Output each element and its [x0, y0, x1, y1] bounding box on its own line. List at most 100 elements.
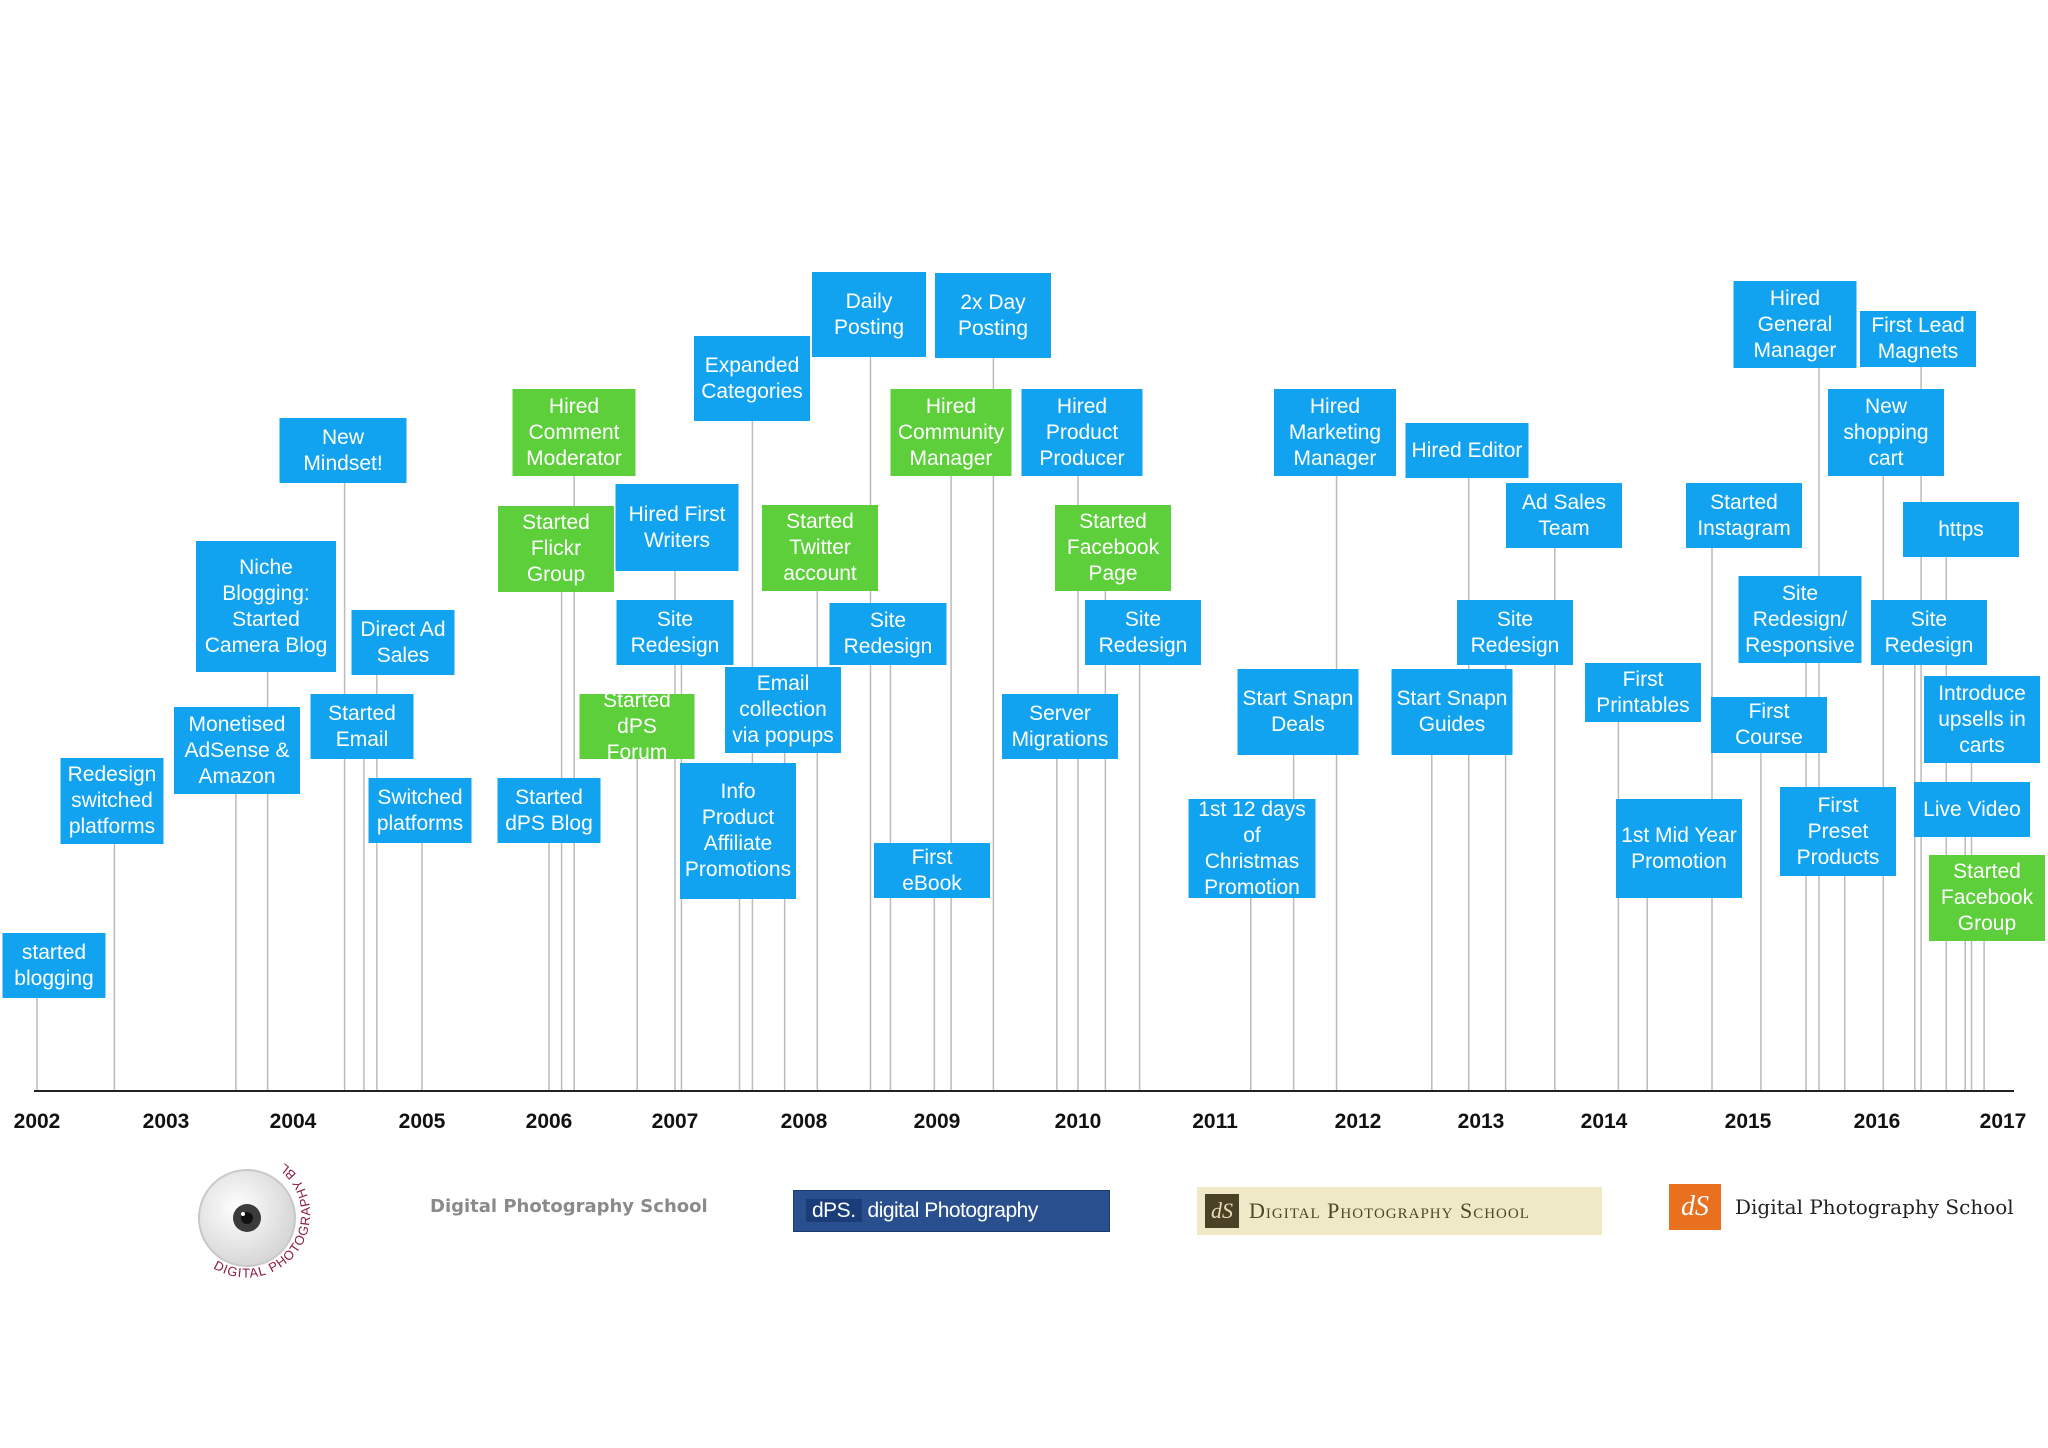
event-box: Redesign switched platforms	[60, 758, 164, 844]
event-label: Expanded Categories	[701, 353, 803, 403]
event-label: Site Redesign	[1884, 607, 1974, 657]
digital-photography-blog-logo: DIGITAL PHOTOGRAPHY BLOG	[189, 1136, 325, 1296]
event-box: Site Redesign	[1871, 600, 1987, 665]
event-box: Started Twitter account	[762, 505, 878, 591]
event-label: Switched platforms	[376, 785, 464, 835]
ds-mark-icon: dS	[1205, 1194, 1239, 1228]
event-label: Started dPS Forum	[603, 688, 671, 764]
event-box: New Mindset!	[279, 418, 407, 483]
event-label: Server Migrations	[1011, 701, 1109, 751]
event-label: Hired Product Producer	[1039, 394, 1125, 470]
event-box: Start Snapn Deals	[1237, 669, 1359, 755]
year-label-2005: 2005	[398, 1110, 446, 1133]
event-box: https	[1903, 502, 2019, 557]
event-box: Monetised AdSense & Amazon	[174, 707, 300, 794]
event-box: Hired Product Producer	[1021, 389, 1143, 476]
event-box: Started Email	[310, 694, 414, 759]
event-box: Expanded Categories	[694, 336, 810, 421]
event-box: Ad Sales Team	[1506, 483, 1622, 548]
event-box: 2x Day Posting	[935, 273, 1051, 358]
year-label-2003: 2003	[142, 1110, 190, 1133]
event-box: Hired Editor	[1405, 423, 1529, 478]
dps-logo-prefix: dPS.	[806, 1199, 862, 1222]
event-label: Start Snapn Guides	[1396, 687, 1508, 736]
event-box: Site Redesign	[616, 600, 734, 665]
event-label: Started Twitter account	[783, 510, 857, 585]
event-label: Started Email	[328, 701, 396, 751]
event-label: 1st 12 days of Christmas Promotion	[1198, 797, 1306, 899]
event-label: Started Flickr Group	[522, 511, 590, 586]
event-label: Site Redesign/ Responsive	[1745, 581, 1855, 657]
event-label: 1st Mid Year Promotion	[1621, 823, 1737, 873]
event-label: New shopping cart	[1843, 394, 1929, 470]
ds-orange-mark-icon: dS	[1669, 1184, 1721, 1230]
year-label-2004: 2004	[269, 1110, 317, 1133]
event-box: Site Redesign	[1085, 600, 1201, 665]
event-label: Started dPS Blog	[505, 785, 593, 835]
event-box: First Lead Magnets	[1860, 311, 1976, 367]
event-label: Hired First Writers	[628, 502, 726, 552]
event-label: Started Instagram	[1697, 490, 1791, 540]
dps-orange-logo-text: Digital Photography School	[1735, 1195, 2014, 1219]
year-label-2012: 2012	[1334, 1110, 1382, 1133]
dps-beige-logo-text: Digital Photography School	[1249, 1198, 1530, 1223]
event-label: Monetised AdSense & Amazon	[184, 712, 290, 788]
event-box: Server Migrations	[1002, 694, 1118, 759]
event-label: Site Redesign	[843, 609, 933, 658]
event-label: Hired Comment Moderator	[526, 394, 622, 470]
year-label-2015: 2015	[1724, 1110, 1772, 1133]
event-box: started blogging	[2, 933, 106, 998]
year-label-2016: 2016	[1853, 1110, 1901, 1133]
year-label-2010: 2010	[1054, 1110, 1102, 1133]
event-box: Started Facebook Page	[1055, 505, 1171, 591]
event-box: Site Redesign/ Responsive	[1738, 576, 1862, 663]
event-label: Info Product Affiliate Promotions	[684, 780, 792, 881]
event-box: Hired Comment Moderator	[512, 389, 636, 476]
event-box: Live Video	[1914, 782, 2030, 837]
event-label: Started Facebook Group	[1940, 860, 2034, 935]
event-label: Site Redesign	[1470, 607, 1560, 657]
event-label: Introduce upsells in carts	[1938, 681, 2026, 757]
event-label: Hired Community Manager	[897, 394, 1005, 470]
dps-blue-logo: dPS. digital Photography School.	[793, 1190, 1110, 1262]
event-label: Site Redesign	[630, 607, 720, 657]
year-label-2009: 2009	[913, 1110, 961, 1133]
digital-photography-school-wordmark-2006: Digital Photography School	[430, 1196, 708, 1217]
year-label-2017: 2017	[1979, 1110, 2027, 1133]
year-label-2013: 2013	[1457, 1110, 1505, 1133]
event-label: Ad Sales Team	[1521, 490, 1607, 540]
event-box: 1st Mid Year Promotion	[1616, 799, 1742, 898]
event-label: Hired Editor	[1411, 438, 1523, 462]
year-label-2011: 2011	[1192, 1110, 1238, 1133]
event-label: Site Redesign	[1098, 607, 1188, 657]
event-box: Started dPS Blog	[497, 778, 601, 843]
event-label: Hired General Manager	[1753, 286, 1837, 362]
event-box: Started Flickr Group	[498, 506, 614, 592]
event-label: https	[1938, 517, 1984, 541]
event-label: started blogging	[14, 940, 94, 990]
event-label: New Mindset!	[303, 425, 383, 475]
event-box: Start Snapn Guides	[1391, 669, 1513, 755]
event-label: 2x Day Posting	[957, 290, 1029, 340]
event-box: Switched platforms	[368, 778, 472, 843]
event-label: Start Snapn Deals	[1242, 687, 1354, 736]
event-label: Daily Posting	[833, 289, 905, 339]
event-box: Introduce upsells in carts	[1924, 676, 2040, 763]
event-box: Site Redesign	[1457, 600, 1573, 665]
event-box: Started Instagram	[1686, 483, 1802, 548]
event-label: Niche Blogging: Started Camera Blog	[204, 555, 328, 657]
event-box: 1st 12 days of Christmas Promotion	[1188, 797, 1316, 899]
dps-orange-logo: dS Digital Photography School	[1669, 1184, 2014, 1230]
event-label: Live Video	[1923, 797, 2021, 821]
event-box: Direct Ad Sales	[351, 610, 455, 675]
event-label: Hired Marketing Manager	[1288, 394, 1382, 470]
event-box: Hired General Manager	[1733, 281, 1857, 368]
event-box: Email collection via popups	[725, 667, 841, 753]
event-box: First eBook	[874, 843, 990, 898]
dps-logo-text: digital Photography School.	[806, 1199, 1038, 1262]
event-label: Direct Ad Sales	[360, 617, 446, 667]
event-box: First Preset Products	[1780, 787, 1896, 876]
event-label: First Lead Magnets	[1871, 314, 1965, 363]
event-box: First Printables	[1585, 663, 1701, 722]
